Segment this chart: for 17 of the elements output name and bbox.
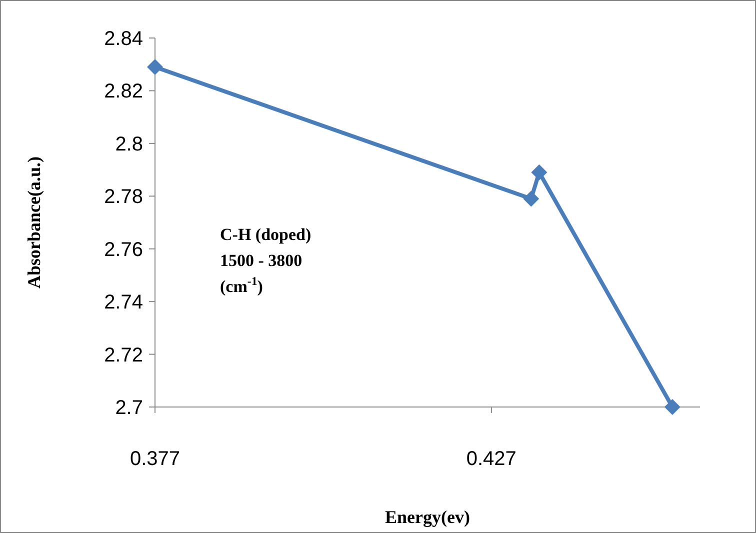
y-tick-label: 2.82	[104, 80, 143, 103]
point	[531, 164, 548, 180]
x-tick-label: 0.427	[466, 448, 516, 470]
x-tick-label: 0.377	[130, 448, 180, 470]
point	[147, 58, 163, 75]
point	[523, 190, 540, 207]
y-tick-label: 2.84	[104, 28, 143, 50]
y-axis-title: Absorbance(a.u.)	[24, 156, 44, 289]
y-tick-label: 2.78	[104, 186, 143, 208]
y-tick-label: 2.8	[115, 133, 143, 156]
annotation: C-H (doped) 1500 - 3800 (cm$^{-1}$)	[220, 225, 312, 296]
y-tick-label: 2.76	[104, 238, 143, 261]
y-tick-label: 2.7	[115, 397, 143, 419]
point	[664, 399, 680, 415]
y-tick-label: 2.72	[104, 344, 143, 366]
x-axis-title: Energy(ev)	[385, 507, 470, 527]
y-tick-label: 2.74	[104, 292, 143, 314]
